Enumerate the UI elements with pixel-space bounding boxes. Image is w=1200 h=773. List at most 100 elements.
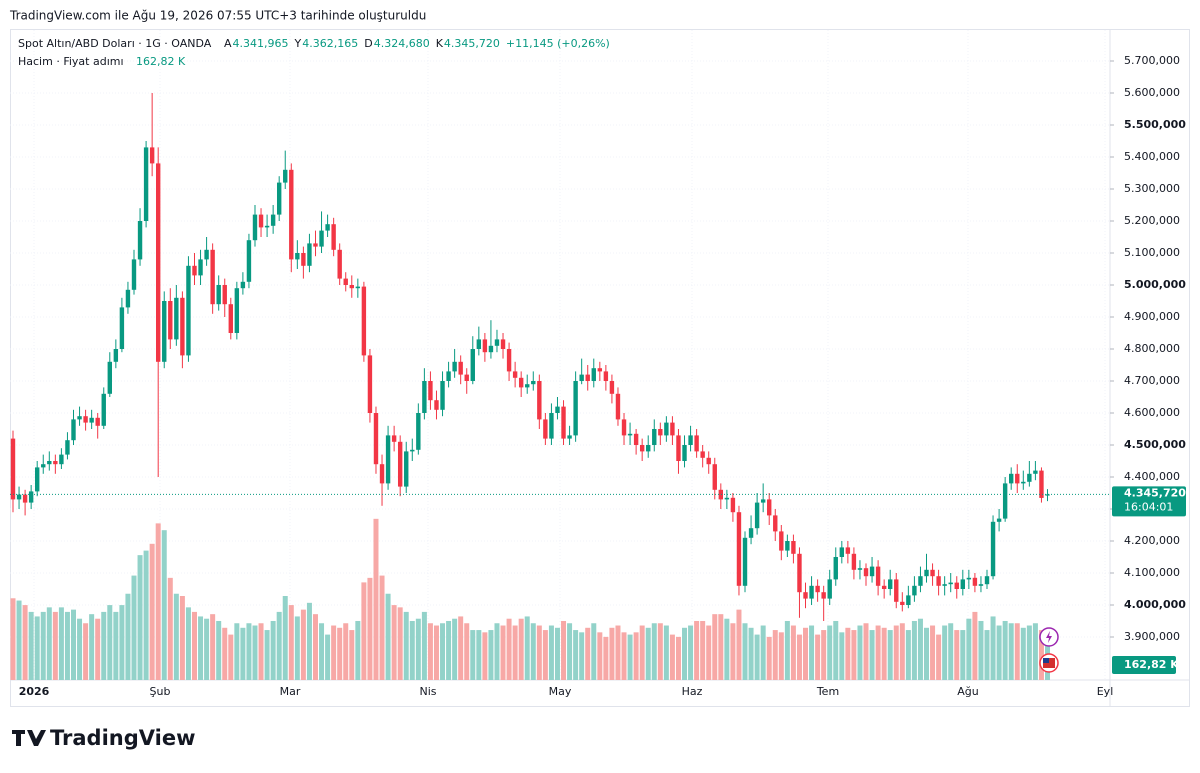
candle-body (252, 214, 258, 241)
candle-body (162, 301, 167, 362)
volume-bar (790, 625, 796, 680)
candle-body (488, 345, 494, 353)
volume-bar (651, 623, 657, 680)
volume-bar (518, 618, 524, 680)
candle-body (881, 585, 887, 589)
volume-bar (500, 625, 506, 680)
volume-bar (506, 618, 512, 680)
volume-bar (234, 623, 240, 680)
candle-body (936, 576, 941, 586)
candle-body (603, 371, 609, 381)
volume-bar (185, 607, 191, 680)
candle-body (228, 304, 233, 333)
volume-title: Hacim · Fiyat adımı (18, 55, 124, 68)
volume-bar (742, 623, 748, 680)
candle-body (712, 464, 717, 490)
candle-body (95, 417, 100, 426)
candle-body (888, 579, 893, 589)
y-tick-label: 3.900,000 (1124, 630, 1180, 643)
volume-bar (645, 627, 651, 680)
candle-body (573, 381, 578, 436)
y-tick-label: 5.100,000 (1124, 246, 1180, 259)
volume-bar (1002, 620, 1008, 680)
volume-bar (349, 630, 355, 680)
candle-body (990, 521, 996, 577)
volume-tag-label: 162,82 K (1124, 658, 1179, 671)
candle-body (815, 585, 820, 593)
ohlc-legend: A 4.341,965 Y 4.362,165 D 4.324,680 K 4.345,720… (224, 37, 610, 50)
volume-bar (796, 634, 802, 680)
volume-bar (960, 630, 966, 680)
volume-bar (488, 630, 494, 680)
volume-bar (240, 627, 246, 680)
candle-body (155, 163, 161, 362)
y-tick-label: 5.400,000 (1124, 150, 1180, 163)
logo-mark (12, 730, 46, 746)
volume-bar (119, 605, 125, 680)
candle-body (240, 281, 246, 289)
y-tick-label: 4.000,000 (1124, 598, 1186, 611)
candle-body (954, 582, 959, 589)
volume-bar (1038, 630, 1044, 680)
volume-bar (1032, 623, 1038, 680)
volume-bar (482, 632, 488, 680)
volume-bar (252, 625, 258, 680)
volume-bar (155, 523, 161, 680)
countdown: 16:04:01 (1124, 500, 1173, 513)
volume-bar (669, 634, 675, 680)
logo-text: TradingView (50, 726, 195, 750)
candle-body (1033, 470, 1038, 474)
y-tick-label: 5.600,000 (1124, 86, 1180, 99)
volume-bar (300, 609, 306, 680)
candle-body (131, 259, 137, 290)
candle-body (906, 595, 911, 605)
volume-bar (258, 623, 264, 680)
candle-body (470, 349, 475, 381)
volume-bar (149, 543, 155, 680)
volume-bar (107, 605, 113, 680)
volume-bar (591, 623, 597, 680)
candle-body (10, 438, 16, 500)
candle-body (875, 566, 881, 586)
volume-bar (621, 632, 627, 680)
ohlc-value: 4.341,965 (233, 37, 289, 50)
volume-bar (210, 614, 216, 680)
volume-bar (815, 634, 821, 680)
candle-body (506, 349, 512, 372)
volume-bar (682, 627, 688, 680)
candle-body (845, 547, 851, 554)
volume-bar (1008, 623, 1014, 680)
candle-body (670, 422, 675, 436)
candle-body (295, 253, 300, 260)
y-tick-label: 4.800,000 (1124, 342, 1180, 355)
candle-body (101, 393, 106, 426)
candle-body (422, 381, 427, 413)
lightning (1046, 631, 1052, 643)
volume-bar (131, 575, 137, 680)
candle-body (83, 416, 88, 423)
candle-body (404, 451, 409, 487)
y-tick-label: 4.500,000 (1124, 438, 1186, 451)
candle-body (930, 569, 935, 577)
volume-bar (561, 620, 567, 680)
volume-bar (851, 630, 857, 680)
candle-body (1045, 494, 1050, 496)
volume-bar (609, 627, 615, 680)
candle-body (149, 147, 155, 164)
volume-bar (409, 620, 415, 680)
volume-bar (905, 630, 911, 680)
volume-bar (1020, 627, 1026, 680)
ohlc-key: A (224, 37, 232, 50)
candle-body (307, 243, 312, 266)
volume-bar (179, 596, 185, 680)
volume-bar (984, 630, 990, 680)
volume-bar (657, 623, 663, 680)
candle-body (313, 243, 318, 247)
candle-body (760, 499, 766, 503)
candle-body (748, 528, 754, 538)
candle-body (397, 441, 403, 487)
volume-bar (567, 623, 573, 680)
volume-bar (524, 616, 530, 680)
volume-bar (996, 625, 1002, 680)
candle-body (688, 435, 693, 445)
